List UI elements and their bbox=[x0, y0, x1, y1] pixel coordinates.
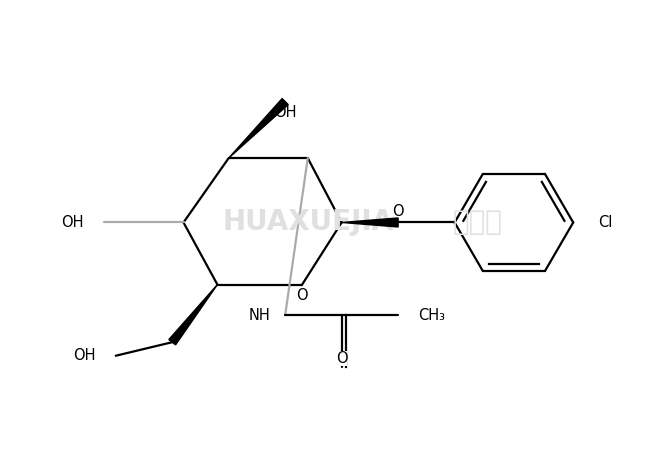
Text: O: O bbox=[392, 204, 404, 219]
Polygon shape bbox=[341, 218, 398, 227]
Text: OH: OH bbox=[274, 106, 296, 120]
Text: OH: OH bbox=[73, 348, 95, 363]
Text: NH: NH bbox=[249, 307, 271, 323]
Text: HUAXUEJIA: HUAXUEJIA bbox=[222, 208, 393, 237]
Polygon shape bbox=[169, 285, 218, 345]
Text: CH₃: CH₃ bbox=[419, 307, 446, 323]
Text: Cl: Cl bbox=[598, 215, 612, 230]
Text: 化学加: 化学加 bbox=[452, 208, 502, 237]
Text: O: O bbox=[296, 288, 308, 303]
Text: O: O bbox=[336, 350, 347, 365]
Text: OH: OH bbox=[62, 215, 84, 230]
Polygon shape bbox=[228, 99, 288, 158]
